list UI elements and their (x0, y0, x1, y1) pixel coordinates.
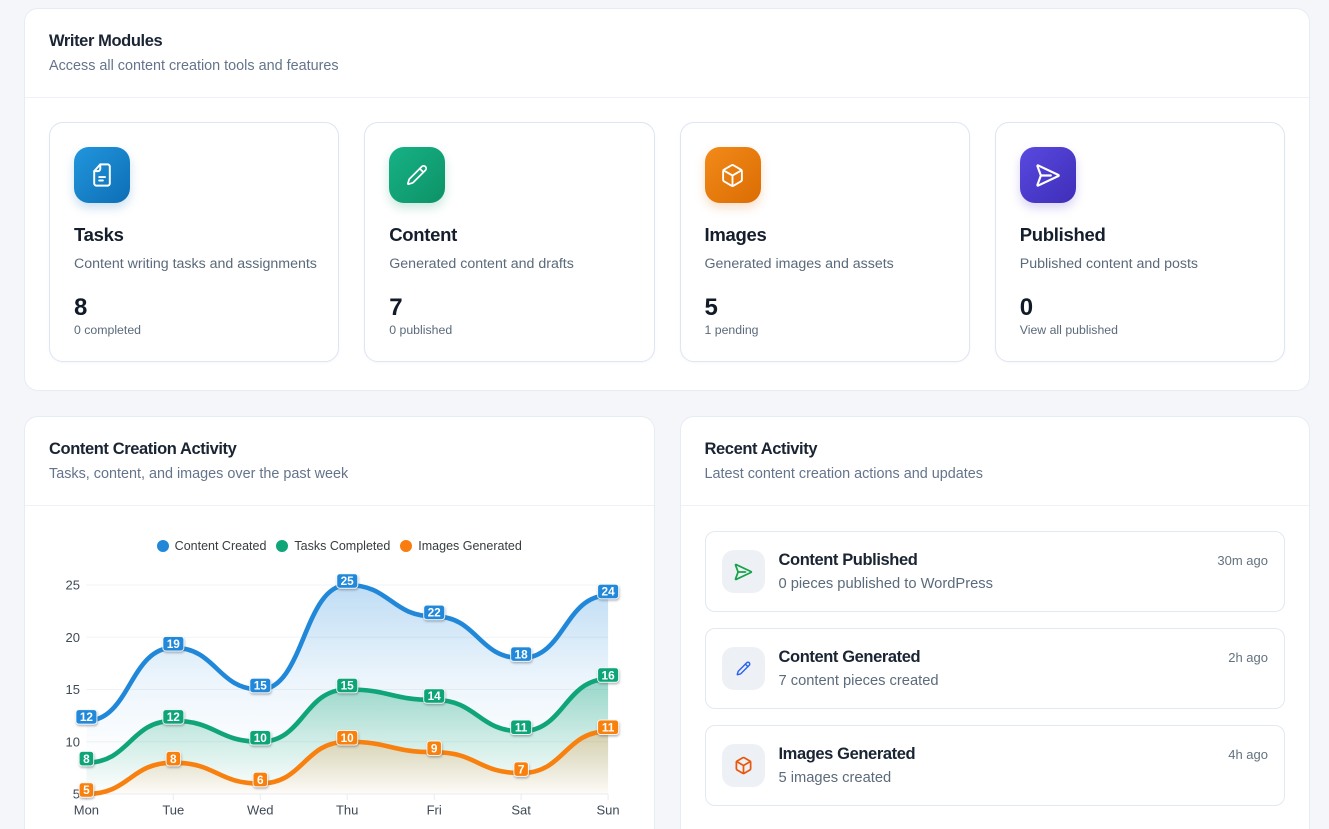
svg-text:Sun: Sun (597, 803, 620, 818)
svg-text:25: 25 (66, 578, 80, 593)
svg-text:19: 19 (167, 637, 181, 651)
svg-text:Wed: Wed (247, 803, 274, 818)
svg-text:10: 10 (254, 731, 268, 745)
svg-text:Mon: Mon (74, 803, 99, 818)
svg-text:20: 20 (66, 630, 80, 645)
svg-text:14: 14 (428, 689, 442, 703)
svg-text:10: 10 (66, 734, 80, 749)
svg-text:Fri: Fri (427, 803, 442, 818)
svg-text:25: 25 (341, 574, 355, 588)
svg-text:11: 11 (602, 721, 615, 735)
svg-text:12: 12 (80, 710, 94, 724)
svg-text:12: 12 (167, 710, 181, 724)
svg-text:8: 8 (170, 752, 177, 766)
svg-text:10: 10 (341, 731, 355, 745)
svg-text:Tue: Tue (162, 803, 184, 818)
svg-text:24: 24 (602, 585, 616, 599)
svg-text:Thu: Thu (336, 803, 358, 818)
svg-text:Sat: Sat (511, 803, 531, 818)
svg-text:8: 8 (83, 752, 90, 766)
svg-text:5: 5 (83, 783, 90, 797)
svg-text:15: 15 (341, 679, 355, 693)
svg-text:22: 22 (428, 606, 442, 620)
svg-text:15: 15 (254, 679, 268, 693)
svg-text:15: 15 (66, 682, 80, 697)
svg-text:9: 9 (431, 741, 438, 755)
svg-text:5: 5 (73, 787, 80, 802)
svg-text:6: 6 (257, 773, 264, 787)
svg-text:16: 16 (602, 668, 616, 682)
svg-text:18: 18 (515, 647, 529, 661)
svg-text:7: 7 (518, 762, 525, 776)
svg-text:11: 11 (515, 721, 528, 735)
